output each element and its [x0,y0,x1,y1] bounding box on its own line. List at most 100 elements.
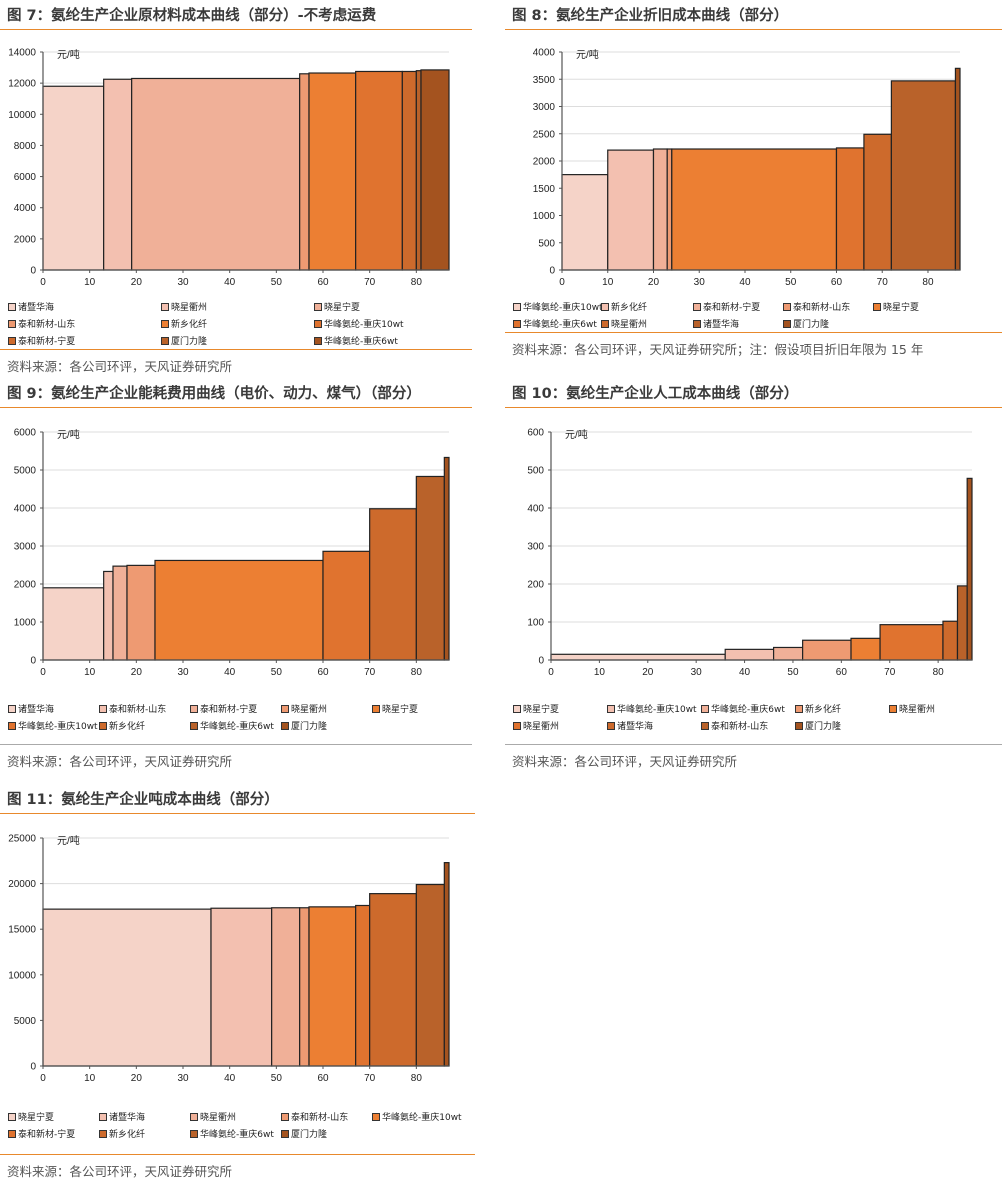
legend-label: 晓星宁夏 [18,1113,55,1123]
legend-swatch [783,319,791,328]
bar-3 [652,148,668,271]
legend-swatch [693,302,701,311]
x-tick-label: 30 [177,277,189,288]
legend-item: 华峰氨纶-重庆6wt [513,317,601,330]
legend-label: 晓星衢州 [523,722,560,732]
figure-title: 图 10：氨纶生产企业人工成本曲线（部分） [505,384,1002,408]
bar-6 [835,147,865,271]
bar-7 [401,70,417,271]
legend-item: 华峰氨纶-重庆10wt [607,702,701,715]
legend-label: 泰和新材-宁夏 [200,705,258,715]
legend-label: 华峰氨纶-重庆10wt [18,722,98,732]
legend-item: 泰和新材-山东 [701,719,795,732]
legend: 诸暨华海 泰和新材-山东 泰和新材-宁夏 晓星衢州 晓星宁夏 华峰氨纶-重庆10wt 新乡化… [8,702,472,732]
chart-plot: 0 1000 2000 3000 4000 5000 6000 0 10 20 30 40 50 60 70… [14,428,450,678]
legend-swatch [190,1112,198,1121]
x-tick-label: 20 [648,277,660,288]
legend-item: 晓星衢州 [889,702,983,715]
legend-item: 厦门力隆 [281,719,372,732]
x-tick-label: 40 [224,667,236,678]
bar-9 [954,67,961,271]
legend-label: 华峰氨纶-重庆6wt [523,320,597,330]
bar-8 [890,80,957,271]
legend-label: 新乡化纤 [611,303,648,313]
legend-item: 泰和新材-宁夏 [8,334,161,347]
legend-item: 华峰氨纶-重庆6wt [190,719,281,732]
legend-item: 诸暨华海 [693,317,783,330]
y-tick-label: 10000 [8,110,36,121]
legend-swatch [190,704,198,713]
legend-swatch [601,302,609,311]
x-tick-label: 40 [224,1073,236,1084]
legend-swatch [281,721,289,730]
legend-label: 新乡化纤 [109,722,146,732]
y-tick-label: 1000 [14,618,37,629]
y-tick-label: 0 [30,1062,36,1073]
legend-label: 泰和新材-宁夏 [18,337,76,347]
x-tick-label: 60 [831,277,843,288]
figure-title: 图 11：氨纶生产企业吨成本曲线（部分） [0,790,475,814]
y-tick-label: 300 [527,542,544,553]
legend-swatch [161,302,169,311]
x-tick-label: 70 [364,1073,376,1084]
legend-item: 泰和新材-山东 [783,300,873,313]
legend-item: 新乡化纤 [795,702,889,715]
source-note: 资料来源：各公司环评，天风证券研究所；注：假设项目折旧年限为 15 年 [512,342,924,357]
bar-9 [443,456,450,661]
legend-swatch [99,1129,107,1138]
figure-11: 图 11：氨纶生产企业吨成本曲线（部分） 0 5000 10000 15000 20000… [0,790,475,1180]
bar-3 [131,77,301,271]
bar-2 [607,149,655,271]
legend-swatch [701,704,709,713]
y-tick-label: 14000 [8,48,36,59]
x-tick-label: 30 [694,277,706,288]
legend-label: 泰和新材-宁夏 [703,303,761,313]
bar-6 [355,904,371,1067]
divider [0,744,472,745]
x-tick-label: 10 [84,667,96,678]
bar-4 [299,907,310,1067]
divider [505,744,1002,745]
x-tick-label: 10 [594,667,606,678]
y-tick-label: 15000 [8,925,36,936]
bar-1 [42,908,212,1067]
legend-swatch [161,319,169,328]
legend-item: 诸暨华海 [8,702,99,715]
unit-label: 元/吨 [57,48,80,61]
legend-item: 新乡化纤 [161,317,314,330]
legend-swatch [372,1112,380,1121]
bar-3 [112,565,128,661]
legend-swatch [607,721,615,730]
bar-9 [966,477,973,661]
legend-item: 华峰氨纶-重庆10wt [372,1110,463,1123]
legend-label: 泰和新材-山东 [291,1113,349,1123]
bar-5 [308,72,357,271]
x-tick-label: 10 [84,277,96,288]
legend-label: 厦门力隆 [805,722,842,732]
legend-item: 泰和新材-宁夏 [8,1127,99,1140]
x-tick-label: 0 [40,277,46,288]
legend-swatch [372,704,380,713]
legend-swatch [8,1112,16,1121]
x-tick-label: 60 [836,667,848,678]
y-tick-label: 3000 [533,102,556,113]
bar-3 [271,907,301,1067]
legend-label: 厦门力隆 [291,1130,328,1140]
legend-item: 诸暨华海 [99,1110,190,1123]
x-tick-label: 30 [177,1073,189,1084]
source-note: 资料来源：各公司环评，天风证券研究所 [7,754,233,769]
source-note: 资料来源：各公司环评，天风证券研究所 [7,1164,233,1179]
bar-4 [802,639,852,661]
legend-label: 华峰氨纶-重庆6wt [200,1130,274,1140]
legend-swatch [8,302,16,311]
legend-swatch [99,721,107,730]
legend-label: 晓星衢州 [291,705,328,715]
bar-8 [415,475,445,661]
y-tick-label: 4000 [14,504,37,515]
legend-item: 新乡化纤 [601,300,693,313]
bar-5 [850,637,881,661]
x-tick-label: 10 [602,277,614,288]
y-tick-label: 0 [538,656,544,667]
y-tick-label: 200 [527,580,544,591]
x-tick-label: 20 [131,277,143,288]
